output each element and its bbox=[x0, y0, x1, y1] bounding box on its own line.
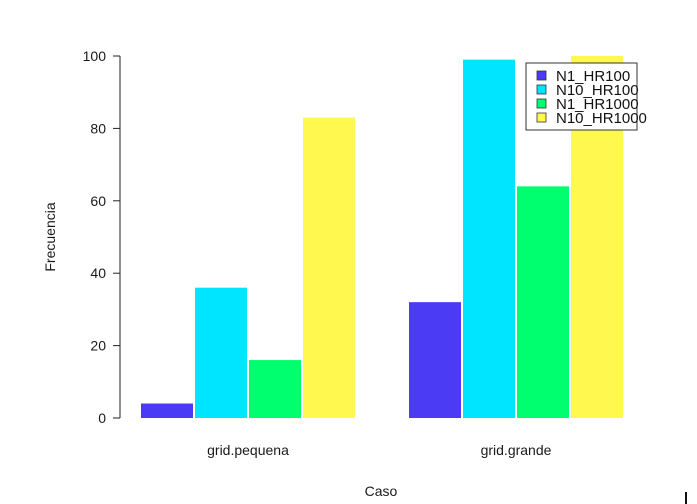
legend-swatch bbox=[536, 70, 547, 81]
bar-N1_HR1000-grid.pequena bbox=[249, 360, 301, 418]
bar-N10_HR100-grid.grande bbox=[463, 59, 515, 419]
y-tick-label: 20 bbox=[90, 338, 106, 354]
bar-N10_HR100-grid.pequena bbox=[195, 287, 247, 418]
edge-mark bbox=[685, 492, 687, 504]
y-axis: 0 20 40 60 80 100 bbox=[83, 48, 121, 426]
x-tick-label: grid.grande bbox=[481, 442, 552, 458]
legend-swatch bbox=[536, 112, 547, 123]
y-axis-label: Frecuencia bbox=[42, 202, 58, 271]
x-axis-tick-labels: grid.pequena grid.grande bbox=[207, 442, 552, 458]
legend-swatch bbox=[536, 84, 547, 95]
y-tick-label: 40 bbox=[90, 265, 106, 281]
bar-N1_HR100-grid.grande bbox=[409, 302, 461, 418]
x-axis-label: Caso bbox=[365, 483, 398, 499]
legend-swatch bbox=[536, 98, 547, 109]
legend-label: N10_HR100 bbox=[556, 82, 639, 99]
y-tick-label: 80 bbox=[90, 120, 106, 136]
bar-N1_HR100-grid.pequena bbox=[141, 403, 193, 418]
legend-label: N1_HR1000 bbox=[556, 96, 639, 113]
bar-N10_HR1000-grid.pequena bbox=[303, 117, 355, 418]
y-tick-label: 100 bbox=[83, 48, 107, 64]
y-tick-label: 60 bbox=[90, 193, 106, 209]
bar-N1_HR1000-grid.grande bbox=[517, 186, 569, 418]
legend-label: N10_HR1000 bbox=[556, 110, 647, 127]
legend-label: N1_HR100 bbox=[556, 68, 630, 85]
y-tick-label: 0 bbox=[98, 410, 106, 426]
x-tick-label: grid.pequena bbox=[207, 442, 289, 458]
